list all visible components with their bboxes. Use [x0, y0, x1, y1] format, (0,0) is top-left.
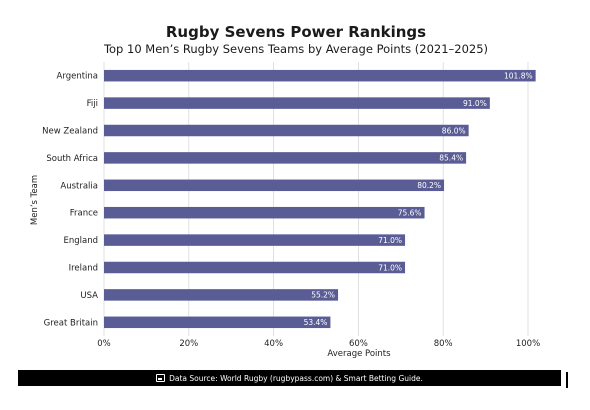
chart-icon: [156, 374, 166, 382]
bar-value-label: 53.4%: [304, 318, 328, 327]
bar: [104, 124, 469, 137]
bar: [104, 97, 490, 109]
bar: [104, 206, 425, 219]
category-label: USA: [80, 291, 98, 301]
bar-value-label: 91.0%: [463, 99, 487, 108]
category-label: France: [70, 209, 98, 219]
category-label: Argentina: [57, 72, 98, 82]
category-label: New Zealand: [42, 127, 98, 137]
x-tick-label: 60%: [349, 339, 368, 349]
bar-value-label: 75.6%: [398, 209, 422, 218]
bars: 101.8% 91.0% 86.0% 85.4% 80.2% 75.6% 71.0% 71.0…: [104, 69, 536, 329]
category-label: England: [63, 236, 98, 246]
bar: [104, 316, 331, 329]
bar: [104, 69, 536, 82]
bar: [104, 234, 406, 246]
x-tick-labels: 0% 20% 40% 60% 80% 100%: [97, 339, 540, 349]
y-axis-title: Men’s Team: [30, 175, 40, 225]
category-label: Fiji: [87, 99, 98, 109]
category-label: South Africa: [46, 154, 98, 164]
bar: [104, 152, 467, 164]
x-tick-label: 40%: [264, 339, 283, 349]
chart-subtitle: Top 10 Men’s Rugby Sevens Teams by Avera…: [103, 42, 488, 56]
x-tick-label: 20%: [179, 339, 198, 349]
bar: [104, 289, 339, 301]
data-source-text: Data Source: World Rugby (rugbypass.com)…: [169, 373, 423, 383]
category-label: Great Britain: [44, 318, 98, 328]
bar-value-label: 85.4%: [439, 154, 463, 163]
edge-marker: [566, 372, 568, 388]
bar-value-label: 86.0%: [442, 126, 466, 135]
x-tick-label: 0%: [97, 339, 111, 349]
bar-value-label: 71.0%: [378, 263, 402, 272]
bar-value-label: 55.2%: [311, 291, 335, 300]
x-tick-label: 100%: [516, 339, 540, 349]
bar-value-label: 71.0%: [378, 236, 402, 245]
x-axis-title: Average Points: [327, 349, 391, 359]
x-tick-label: 80%: [434, 339, 453, 349]
bar-value-label: 80.2%: [417, 181, 441, 190]
bar: [104, 179, 445, 192]
data-source-footer: Data Source: World Rugby (rugbypass.com)…: [18, 370, 561, 386]
bar-value-label: 101.8%: [504, 72, 533, 81]
bar: [104, 261, 406, 274]
category-label: Australia: [60, 181, 98, 191]
chart-title: Rugby Sevens Power Rankings: [166, 23, 426, 41]
category-labels: Argentina Fiji New Zealand South Africa Aust…: [42, 72, 98, 329]
category-label: Ireland: [69, 264, 98, 274]
